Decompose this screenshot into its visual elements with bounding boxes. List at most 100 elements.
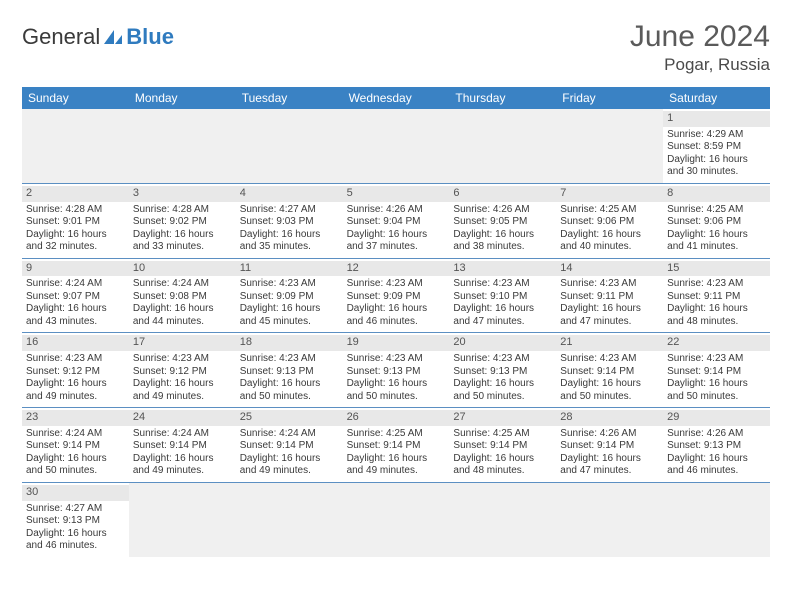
day-number: 6: [449, 186, 556, 202]
daylight-text: and 37 minutes.: [347, 241, 446, 254]
daylight-text: and 41 minutes.: [667, 241, 766, 254]
day-number: 4: [236, 186, 343, 202]
sunset-text: Sunset: 9:05 PM: [453, 216, 552, 229]
calendar: Sunday Monday Tuesday Wednesday Thursday…: [22, 87, 770, 557]
daylight-text: Daylight: 16 hours: [667, 229, 766, 242]
daylight-text: Daylight: 16 hours: [667, 378, 766, 391]
week-row: 23Sunrise: 4:24 AMSunset: 9:14 PMDayligh…: [22, 408, 770, 483]
day-cell: [129, 483, 236, 557]
day-cell: [449, 483, 556, 557]
sunset-text: Sunset: 9:07 PM: [26, 291, 125, 304]
sunrise-text: Sunrise: 4:23 AM: [453, 278, 552, 291]
sunrise-text: Sunrise: 4:23 AM: [133, 353, 232, 366]
daylight-text: Daylight: 16 hours: [667, 303, 766, 316]
sunset-text: Sunset: 9:10 PM: [453, 291, 552, 304]
day-number: 26: [343, 410, 450, 426]
sunrise-text: Sunrise: 4:28 AM: [26, 204, 125, 217]
daylight-text: and 38 minutes.: [453, 241, 552, 254]
daylight-text: and 47 minutes.: [453, 316, 552, 329]
daylight-text: Daylight: 16 hours: [240, 303, 339, 316]
daylight-text: Daylight: 16 hours: [667, 453, 766, 466]
day-number: 24: [129, 410, 236, 426]
sunset-text: Sunset: 9:14 PM: [347, 440, 446, 453]
daylight-text: and 50 minutes.: [26, 465, 125, 478]
day-header: Monday: [129, 87, 236, 109]
sunrise-text: Sunrise: 4:25 AM: [667, 204, 766, 217]
sunset-text: Sunset: 9:14 PM: [667, 366, 766, 379]
sunrise-text: Sunrise: 4:25 AM: [347, 428, 446, 441]
day-number: 29: [663, 410, 770, 426]
daylight-text: and 30 minutes.: [667, 166, 766, 179]
day-header-row: Sunday Monday Tuesday Wednesday Thursday…: [22, 87, 770, 109]
daylight-text: Daylight: 16 hours: [347, 229, 446, 242]
sunset-text: Sunset: 8:59 PM: [667, 141, 766, 154]
day-number: 30: [22, 485, 129, 501]
daylight-text: and 50 minutes.: [667, 391, 766, 404]
day-number: 9: [22, 261, 129, 277]
day-cell: 29Sunrise: 4:26 AMSunset: 9:13 PMDayligh…: [663, 408, 770, 482]
day-cell: 7Sunrise: 4:25 AMSunset: 9:06 PMDaylight…: [556, 184, 663, 258]
sunrise-text: Sunrise: 4:23 AM: [453, 353, 552, 366]
daylight-text: Daylight: 16 hours: [26, 453, 125, 466]
daylight-text: Daylight: 16 hours: [667, 154, 766, 167]
daylight-text: and 35 minutes.: [240, 241, 339, 254]
day-number: 14: [556, 261, 663, 277]
day-cell: [556, 109, 663, 183]
daylight-text: and 33 minutes.: [133, 241, 232, 254]
day-cell: [343, 483, 450, 557]
daylight-text: and 47 minutes.: [560, 316, 659, 329]
daylight-text: and 50 minutes.: [560, 391, 659, 404]
daylight-text: and 50 minutes.: [453, 391, 552, 404]
daylight-text: Daylight: 16 hours: [453, 453, 552, 466]
day-cell: 16Sunrise: 4:23 AMSunset: 9:12 PMDayligh…: [22, 333, 129, 407]
day-number: 11: [236, 261, 343, 277]
day-header: Friday: [556, 87, 663, 109]
daylight-text: and 50 minutes.: [347, 391, 446, 404]
sunrise-text: Sunrise: 4:24 AM: [26, 428, 125, 441]
sunset-text: Sunset: 9:14 PM: [240, 440, 339, 453]
day-cell: 19Sunrise: 4:23 AMSunset: 9:13 PMDayligh…: [343, 333, 450, 407]
sunset-text: Sunset: 9:13 PM: [453, 366, 552, 379]
sunrise-text: Sunrise: 4:23 AM: [667, 278, 766, 291]
day-cell: [236, 109, 343, 183]
day-number: 27: [449, 410, 556, 426]
day-cell: 27 Sunrise: 4:25 AMSunset: 9:14 PMDayligh…: [449, 408, 556, 482]
daylight-text: Daylight: 16 hours: [453, 303, 552, 316]
sunrise-text: Sunrise: 4:26 AM: [347, 204, 446, 217]
sunset-text: Sunset: 9:14 PM: [26, 440, 125, 453]
logo-sail-icon: [102, 28, 124, 46]
daylight-text: and 49 minutes.: [347, 465, 446, 478]
daylight-text: and 49 minutes.: [133, 391, 232, 404]
sunset-text: Sunset: 9:02 PM: [133, 216, 232, 229]
sunrise-text: Sunrise: 4:24 AM: [133, 278, 232, 291]
sunrise-text: Sunrise: 4:23 AM: [560, 278, 659, 291]
daylight-text: Daylight: 16 hours: [560, 303, 659, 316]
daylight-text: and 46 minutes.: [667, 465, 766, 478]
day-number: 18: [236, 335, 343, 351]
daylight-text: and 43 minutes.: [26, 316, 125, 329]
sunset-text: Sunset: 9:09 PM: [240, 291, 339, 304]
sunrise-text: Sunrise: 4:28 AM: [133, 204, 232, 217]
daylight-text: Daylight: 16 hours: [240, 378, 339, 391]
logo: General Blue: [22, 24, 174, 50]
header: General Blue June 2024 Pogar, Russia: [22, 20, 770, 75]
sunrise-text: Sunrise: 4:25 AM: [453, 428, 552, 441]
sunset-text: Sunset: 9:14 PM: [453, 440, 552, 453]
page-title: June 2024: [630, 20, 770, 54]
day-number: 17: [129, 335, 236, 351]
day-cell: 5Sunrise: 4:26 AMSunset: 9:04 PMDaylight…: [343, 184, 450, 258]
sunrise-text: Sunrise: 4:23 AM: [26, 353, 125, 366]
sunset-text: Sunset: 9:04 PM: [347, 216, 446, 229]
day-cell: [449, 109, 556, 183]
daylight-text: Daylight: 16 hours: [133, 453, 232, 466]
day-cell: 10Sunrise: 4:24 AMSunset: 9:08 PMDayligh…: [129, 259, 236, 333]
day-cell: 17Sunrise: 4:23 AMSunset: 9:12 PMDayligh…: [129, 333, 236, 407]
sunrise-text: Sunrise: 4:24 AM: [26, 278, 125, 291]
sunrise-text: Sunrise: 4:27 AM: [26, 503, 125, 516]
day-cell: 14Sunrise: 4:23 AMSunset: 9:11 PMDayligh…: [556, 259, 663, 333]
day-number: 28: [556, 410, 663, 426]
daylight-text: and 49 minutes.: [240, 465, 339, 478]
day-number: 8: [663, 186, 770, 202]
day-number: 15: [663, 261, 770, 277]
daylight-text: and 40 minutes.: [560, 241, 659, 254]
